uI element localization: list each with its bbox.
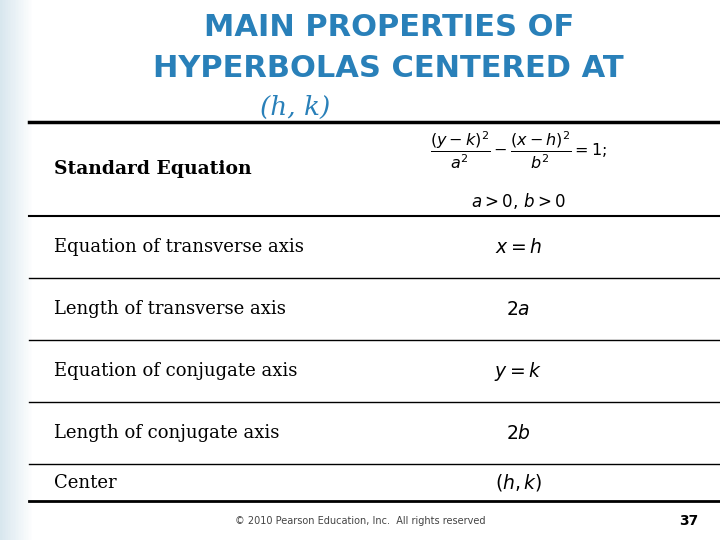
Bar <box>0 0 1 540</box>
Bar <box>18 0 19 540</box>
Text: $\dfrac{(y-k)^2}{a^2} - \dfrac{(x-h)^2}{b^2} = 1;$: $\dfrac{(y-k)^2}{a^2} - \dfrac{(x-h)^2}{… <box>430 129 607 171</box>
Bar <box>24 0 26 540</box>
Bar <box>14 0 16 540</box>
Bar <box>29 0 31 540</box>
Bar <box>0 0 1 540</box>
Bar <box>19 0 21 540</box>
Bar <box>0 0 1 540</box>
Text: $x = h$: $x = h$ <box>495 238 542 256</box>
Bar <box>0 0 1 540</box>
Bar <box>0 0 1 540</box>
Bar <box>5 0 6 540</box>
Bar <box>0 0 1 540</box>
Text: HYPERBOLAS CENTERED AT: HYPERBOLAS CENTERED AT <box>153 54 624 83</box>
Bar <box>0 0 1 540</box>
Bar <box>0 0 1 540</box>
Bar <box>1 0 3 540</box>
Bar <box>0 0 1 540</box>
Text: $2a$: $2a$ <box>506 300 531 319</box>
Text: MAIN PROPERTIES OF: MAIN PROPERTIES OF <box>204 14 574 43</box>
Bar <box>0 0 1 540</box>
Bar <box>0 0 1 540</box>
Bar <box>13 0 14 540</box>
Bar <box>21 0 23 540</box>
Bar <box>27 0 29 540</box>
Bar <box>0 0 1 540</box>
Bar <box>0 0 1 540</box>
Text: Length of conjugate axis: Length of conjugate axis <box>54 424 279 442</box>
Text: Equation of conjugate axis: Equation of conjugate axis <box>54 362 297 380</box>
Text: Equation of transverse axis: Equation of transverse axis <box>54 238 304 256</box>
Bar <box>0 0 1 540</box>
Bar <box>23 0 24 540</box>
Text: 37: 37 <box>679 514 698 528</box>
Text: $2b$: $2b$ <box>506 424 531 443</box>
Bar <box>0 0 1 540</box>
Bar <box>0 0 1 540</box>
Bar <box>0 0 1 540</box>
Bar <box>0 0 1 540</box>
Text: $(h, k)$: $(h, k)$ <box>495 472 542 493</box>
Text: Length of transverse axis: Length of transverse axis <box>54 300 286 318</box>
Bar <box>0 0 1 540</box>
Bar <box>16 0 18 540</box>
Text: $a > 0, \, b > 0$: $a > 0, \, b > 0$ <box>471 191 566 211</box>
Bar <box>0 0 1 540</box>
Bar <box>0 0 1 540</box>
Bar <box>0 0 1 540</box>
Text: Standard Equation: Standard Equation <box>54 160 251 178</box>
Bar <box>8 0 9 540</box>
Bar <box>0 0 1 540</box>
Bar <box>12 0 13 540</box>
Bar <box>0 0 1 540</box>
Text: (h, k): (h, k) <box>260 94 330 119</box>
Bar <box>10 0 12 540</box>
Bar <box>0 0 1 540</box>
Bar <box>0 0 1 540</box>
Bar <box>31 0 32 540</box>
Bar <box>0 0 1 540</box>
Bar <box>0 0 1 540</box>
Bar <box>0 0 1 540</box>
Text: © 2010 Pearson Education, Inc.  All rights reserved: © 2010 Pearson Education, Inc. All right… <box>235 516 485 526</box>
Bar <box>3 0 5 540</box>
Bar <box>0 0 1 540</box>
Text: Center: Center <box>54 474 117 492</box>
Bar <box>26 0 27 540</box>
Bar <box>0 0 1 540</box>
Text: $y = k$: $y = k$ <box>495 360 542 383</box>
Bar <box>6 0 8 540</box>
